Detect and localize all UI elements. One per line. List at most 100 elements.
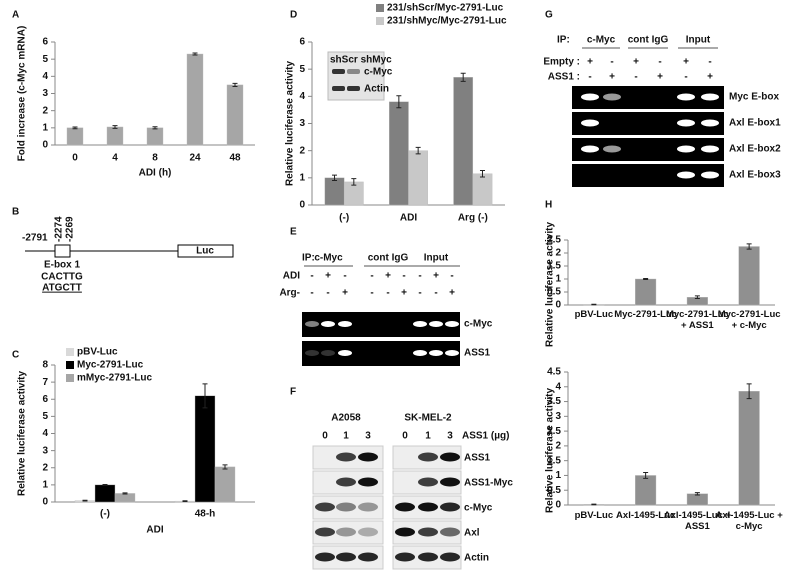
- panel-letter: C: [12, 350, 19, 361]
- position-label: -2269: [65, 216, 76, 242]
- x-tick-label: (-): [100, 509, 110, 520]
- blot-band: [336, 527, 356, 537]
- x-tick-label-box: Axl-1495-Luc + ASS1: [664, 510, 731, 532]
- row-label: Arg-: [279, 288, 300, 299]
- gel-band: [581, 119, 599, 127]
- gel-band: [338, 350, 352, 356]
- band-label: Axl E-box1: [729, 118, 781, 129]
- x-tick-label-box: Axl-1495-Luc + c-Myc: [715, 510, 782, 532]
- y-tick-label: 2: [42, 105, 48, 116]
- sign: +: [401, 288, 407, 299]
- blot-band: [440, 552, 460, 562]
- y-axis-label: Relative luciferase activity: [285, 61, 296, 187]
- sign: -: [370, 271, 373, 282]
- inset-lanes: shScr shMyc: [330, 55, 392, 66]
- group-label: Input: [686, 35, 711, 46]
- gel-band: [305, 350, 319, 356]
- y-tick-label: 3: [299, 118, 305, 129]
- y-tick-label: 4: [299, 91, 305, 102]
- row-label: ASS1 :: [548, 72, 580, 83]
- sequence: ATGCTT: [42, 283, 82, 294]
- y-tick-label: 2.5: [547, 235, 561, 246]
- panel-letter: F: [290, 387, 296, 398]
- blot-band: [336, 502, 356, 512]
- bar: [186, 53, 204, 146]
- band-label: c-Myc: [464, 319, 493, 330]
- y-tick-label: 6: [299, 37, 305, 48]
- position-label: -2791: [22, 233, 48, 244]
- gel: [572, 138, 724, 161]
- y-tick-label: 2: [555, 441, 561, 452]
- gel-band: [413, 321, 427, 327]
- x-tick-label: Arg (-): [458, 213, 488, 224]
- gel-band: [321, 350, 335, 356]
- blot-band: [358, 452, 378, 462]
- sign: -: [434, 288, 437, 299]
- y-tick-label: 2.5: [547, 426, 561, 437]
- panel-letter: G: [545, 10, 553, 21]
- gel-band: [305, 321, 319, 327]
- inset-band-label: Actin: [364, 84, 389, 95]
- y-axis-label: Relative luciferase activity: [545, 222, 556, 348]
- blot-band: [315, 527, 335, 537]
- blot-band: [395, 527, 415, 537]
- sign: +: [449, 288, 455, 299]
- gel: [572, 164, 724, 187]
- error-bar: [112, 125, 118, 129]
- legend-swatch: [376, 17, 384, 25]
- blot-band: [315, 552, 335, 562]
- blot-band: [418, 477, 438, 487]
- gel-band: [677, 119, 695, 127]
- gel-band: [701, 119, 719, 127]
- blot-band: [395, 552, 415, 562]
- blot-band: [440, 527, 460, 537]
- band-label: Axl E-box3: [729, 170, 781, 181]
- error-bar: [152, 126, 158, 130]
- sign: +: [325, 271, 331, 282]
- error-bar: [415, 146, 421, 155]
- bar: [194, 395, 216, 503]
- error-bar: [82, 499, 88, 502]
- luc-box: [177, 244, 234, 258]
- legend-label: 231/shScr/Myc-2791-Luc: [387, 3, 504, 14]
- dose: 0: [402, 431, 408, 442]
- y-tick-label: 3: [42, 445, 48, 456]
- y-tick-label: 1: [299, 172, 305, 183]
- band-label: Myc E-box: [729, 92, 779, 103]
- cell-line: SK-MEL-2: [404, 413, 452, 424]
- gel-band: [445, 350, 459, 356]
- sign: +: [433, 271, 439, 282]
- y-tick-label: 4: [555, 381, 561, 392]
- y-tick-label: 8: [42, 360, 48, 371]
- bar: [146, 127, 164, 146]
- panel-letter: H: [545, 200, 552, 211]
- bar: [635, 278, 657, 306]
- dose: 1: [425, 431, 431, 442]
- bar: [94, 484, 116, 503]
- gel-band: [677, 93, 695, 101]
- blot-band: [440, 477, 460, 487]
- gel-band: [677, 145, 695, 153]
- x-tick-label: 48-h: [195, 509, 216, 520]
- blot-band: [440, 502, 460, 512]
- sign: -: [708, 57, 711, 68]
- bar: [738, 246, 760, 306]
- blot-band: [347, 69, 360, 74]
- y-tick-label: 2: [42, 462, 48, 473]
- sign: -: [418, 271, 421, 282]
- bar: [324, 177, 345, 206]
- y-tick-label: 0: [42, 140, 48, 151]
- sequence: CACTTG: [41, 272, 83, 283]
- legend-label: pBV-Luc: [77, 347, 118, 358]
- sign: +: [707, 72, 713, 83]
- y-axis-label: Relative luciferase activity: [17, 371, 28, 497]
- gel-band: [429, 350, 443, 356]
- y-tick-label: 2: [555, 248, 561, 259]
- error-bar: [460, 72, 466, 82]
- y-tick-label: 4: [42, 428, 48, 439]
- sign: -: [370, 288, 373, 299]
- dose-label: ASS1 (µg): [462, 431, 509, 442]
- error-bar: [746, 383, 752, 400]
- error-bar: [232, 82, 238, 87]
- group-label: cont IgG: [628, 35, 669, 46]
